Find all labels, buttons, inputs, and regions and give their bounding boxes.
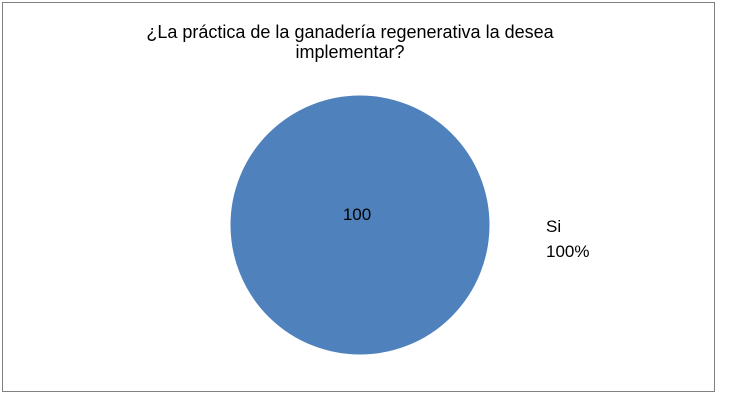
- slice-value-label: 100: [343, 205, 371, 224]
- slice-category-label: Si: [546, 217, 561, 236]
- chart-title: ¿La práctica de la ganadería regenerativ…: [146, 22, 554, 62]
- slice-percent-label: 100%: [546, 242, 589, 261]
- pie-slices: [229, 94, 491, 356]
- pie-slice-si: [229, 94, 491, 356]
